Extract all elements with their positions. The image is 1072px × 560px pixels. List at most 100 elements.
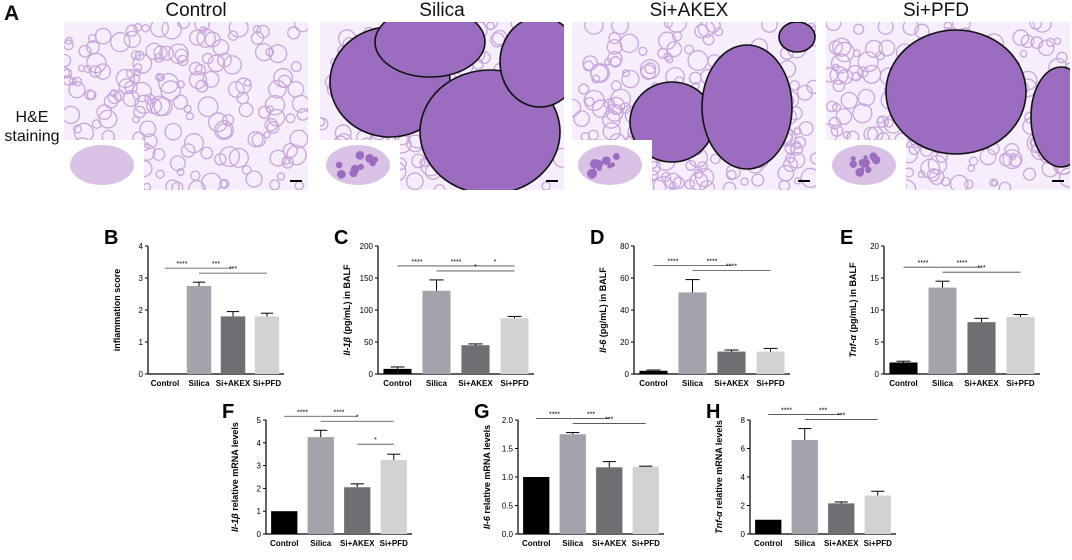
significance-label: *	[494, 259, 497, 266]
bar	[889, 362, 918, 374]
y-tick-label: 0	[369, 370, 374, 379]
y-tick-label: 4	[139, 242, 144, 251]
y-tick-label: 0	[875, 370, 880, 379]
bar	[928, 287, 957, 374]
scale-bar	[290, 180, 302, 182]
panel-letter: G	[474, 401, 490, 423]
y-tick-label: 15	[870, 274, 879, 283]
y-tick-label: 4	[741, 473, 746, 482]
bar	[186, 286, 212, 374]
y-tick-label: 200	[360, 242, 374, 251]
panel-letter: B	[104, 227, 118, 249]
y-tick-label: 5	[257, 416, 262, 425]
y-tick-label: 2	[741, 502, 746, 511]
significance-label: ****	[412, 259, 423, 266]
fibrotic-nodules	[885, 29, 1070, 168]
significance-label: ***	[212, 261, 220, 268]
significance-label: ***	[587, 412, 595, 419]
y-tick-label: 5	[875, 338, 880, 347]
y-tick-label: 0.5	[502, 502, 514, 511]
significance-label: ***	[605, 417, 613, 424]
y-tick-label: 8	[741, 416, 746, 425]
chart-panel-f: F 0 1 2 3 4 5 Il-1β relative mRNA levels Control…	[218, 400, 418, 560]
significance-label: ***	[837, 413, 845, 420]
y-tick-label: 2	[257, 484, 262, 493]
x-tick-label: Control	[270, 539, 298, 548]
x-tick-label: Control	[522, 539, 550, 548]
panel-letter: F	[222, 401, 234, 423]
panel-letter: E	[840, 227, 853, 249]
x-tick-label: Silica	[189, 379, 210, 388]
bar	[755, 519, 782, 534]
bar	[1006, 317, 1035, 374]
y-axis-label: Il-1β relative mRNA levels	[230, 422, 240, 532]
y-axis-label: Tnf-α (pg/mL) in BALF	[848, 262, 858, 358]
x-tick-label: Si+AKEX	[824, 539, 859, 548]
bar	[271, 511, 298, 534]
y-tick-label: 1.5	[502, 445, 514, 454]
x-tick-label: Silica	[426, 379, 447, 388]
x-tick-label: Silica	[932, 379, 953, 388]
y-tick-label: 20	[620, 338, 629, 347]
significance-label: ****	[781, 408, 792, 415]
x-tick-label: Control	[889, 379, 917, 388]
bar	[254, 316, 280, 374]
x-tick-label: Control	[151, 379, 179, 388]
bar	[523, 477, 550, 534]
x-tick-label: Silica	[794, 539, 815, 548]
significance-label: ****	[668, 259, 679, 266]
y-axis-label: inflammation score	[112, 269, 122, 352]
fibrotic-nodules	[329, 22, 564, 190]
significance-label: ***	[819, 408, 827, 415]
significance-label: ***	[977, 265, 985, 272]
chart-panel-e: E 0 5 10 15 20 Tnf-α (pg/mL) in BALF Control Sil…	[836, 226, 1046, 400]
x-tick-label: Silica	[682, 379, 703, 388]
panel-letter: C	[334, 227, 348, 249]
bar	[383, 368, 412, 374]
column-title-si-pfd: Si+PFD	[903, 0, 969, 21]
panel-a-letter: A	[4, 2, 20, 25]
micrograph-si-pfd	[826, 22, 1070, 190]
x-tick-label: Si+PFD	[632, 539, 660, 548]
micrograph-control	[64, 22, 308, 190]
bar	[307, 437, 334, 534]
y-axis-label: Il-6 relative mRNA levels	[482, 425, 492, 529]
significance-label: ****	[918, 260, 929, 267]
significance-label: *	[374, 437, 377, 444]
stain-label: H&E staining	[2, 108, 62, 146]
y-tick-label: 50	[364, 338, 373, 347]
inset-overview	[320, 140, 400, 190]
y-tick-label: 0	[139, 370, 144, 379]
significance-label: ****	[297, 409, 308, 416]
micrograph-silica	[320, 22, 564, 190]
micrograph-si-akex	[572, 22, 816, 190]
y-tick-label: 0	[625, 370, 630, 379]
chart-panel-b: B 0 1 2 3 4 inflammation score Control Silica Si+…	[100, 226, 290, 400]
x-tick-label: Si+AKEX	[592, 539, 627, 548]
y-tick-label: 1	[139, 338, 144, 347]
bar	[756, 351, 785, 374]
y-axis-label: Tnf-α relative mRNA levels	[714, 420, 724, 534]
y-tick-label: 1.0	[502, 473, 514, 482]
y-tick-label: 1	[257, 507, 262, 516]
column-title-silica: Silica	[419, 0, 465, 21]
inset-overview	[64, 140, 144, 190]
column-title-control: Control	[165, 0, 227, 21]
y-tick-label: 0.0	[502, 530, 514, 539]
significance-label: ****	[957, 260, 968, 267]
scale-bar	[546, 180, 558, 182]
x-tick-label: Si+PFD	[253, 379, 281, 388]
significance-label: ****	[549, 412, 560, 419]
x-tick-label: Si+AKEX	[340, 539, 375, 548]
stain-label-line1: H&E	[15, 109, 49, 126]
y-tick-label: 6	[741, 445, 746, 454]
y-tick-label: 3	[139, 274, 144, 283]
bar	[791, 439, 818, 534]
stain-label-line2: staining	[4, 128, 60, 145]
chart-panel-c: C 0 50 100 150 200 Il-1β (pg/mL) in BALF Contro…	[330, 226, 540, 400]
bar	[500, 318, 529, 374]
y-tick-label: 3	[257, 462, 262, 471]
bar	[559, 434, 586, 534]
bar	[422, 290, 451, 374]
bar	[632, 466, 659, 534]
